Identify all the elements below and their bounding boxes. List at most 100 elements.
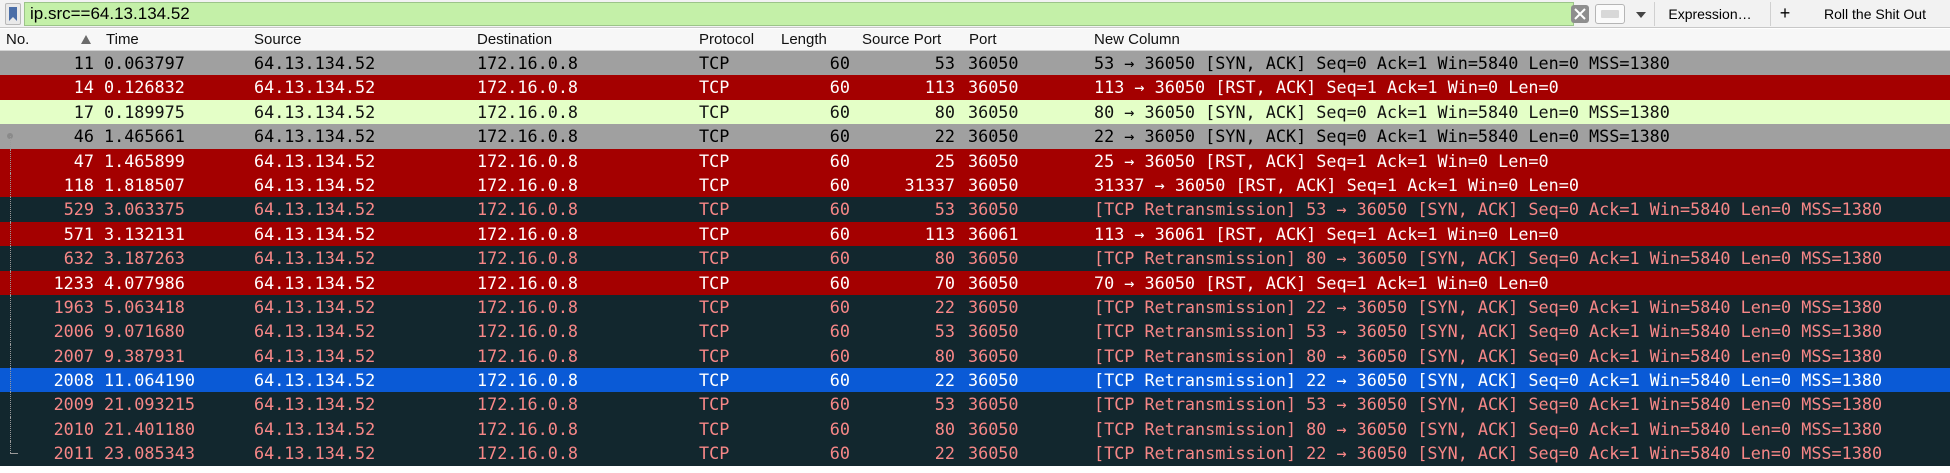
packet-protocol: TCP [699, 174, 730, 195]
packet-row[interactable]: 529 3.063375 64.13.134.52 172.16.0.8 TCP 60 53… [0, 197, 1950, 222]
packet-source-port: 80 [934, 101, 955, 122]
packet-row[interactable]: 118 1.818507 64.13.134.52 172.16.0.8 TCP 60 31… [0, 172, 1950, 198]
packet-destination: 172.16.0.8 [477, 370, 579, 391]
packet-destination: 172.16.0.8 [477, 248, 579, 269]
packet-number: 2006 [53, 321, 94, 342]
packet-source: 64.13.134.52 [254, 150, 376, 171]
packet-time: 1.465661 [104, 126, 185, 147]
column-header-new-column[interactable]: New Column [1094, 31, 1180, 48]
packet-number: 2010 [53, 418, 94, 439]
conversation-tree-marker [10, 172, 18, 198]
packet-protocol: TCP [699, 418, 730, 439]
column-header-source-port[interactable]: Source Port [862, 31, 942, 48]
packet-source-port: 53 [934, 321, 955, 342]
chevron-down-icon [1636, 12, 1646, 18]
packet-info: [TCP Retransmission] 22 → 36050 [SYN, AC… [1094, 370, 1883, 391]
packet-number: 2008 [53, 370, 94, 391]
packet-row[interactable]: 11 0.063797 64.13.134.52 172.16.0.8 TCP 60 53 3… [0, 51, 1950, 76]
packet-row[interactable]: 1963 5.063418 64.13.134.52 172.16.0.8 TCP 60 2… [0, 294, 1950, 320]
packet-number: 632 [63, 248, 94, 269]
packet-destination: 172.16.0.8 [477, 345, 579, 366]
packet-protocol: TCP [699, 345, 730, 366]
packet-info: 53 → 36050 [SYN, ACK] Seq=0 Ack=1 Win=58… [1094, 53, 1670, 73]
packet-row[interactable]: 47 1.465899 64.13.134.52 172.16.0.8 TCP 60 25 3… [0, 148, 1950, 173]
packet-row[interactable]: 1233 4.077986 64.13.134.52 172.16.0.8 TCP 60 7… [0, 270, 1950, 295]
packet-protocol: TCP [699, 296, 730, 317]
packet-source-port: 53 [934, 199, 955, 220]
clear-filter-button[interactable] [1571, 5, 1589, 23]
packet-source: 64.13.134.52 [254, 296, 376, 317]
recent-filters-dropdown[interactable] [1632, 5, 1650, 23]
packet-info: 113 → 36061 [RST, ACK] Seq=1 Ack=1 Win=0… [1094, 223, 1559, 244]
column-header-no[interactable]: No. [6, 31, 30, 48]
packet-time: 21.401180 [104, 418, 195, 439]
packet-row[interactable]: 2011 23.085343 64.13.134.52 172.16.0.8 TCP 60… [0, 441, 1950, 466]
packet-length: 60 [829, 101, 850, 122]
packet-port: 36050 [968, 174, 1019, 195]
conversation-tree-marker [10, 294, 18, 320]
column-header-destination[interactable]: Destination [477, 31, 553, 48]
packet-destination: 172.16.0.8 [477, 296, 579, 317]
packet-number: 2011 [53, 443, 94, 464]
packet-row[interactable]: 2007 9.387931 64.13.134.52 172.16.0.8 TCP 60 8… [0, 343, 1950, 369]
packet-length: 60 [829, 174, 850, 195]
packet-source-port: 31337 [904, 174, 955, 195]
close-icon [1574, 8, 1586, 20]
column-header-source[interactable]: Source [254, 31, 302, 48]
packet-source-port: 53 [934, 53, 955, 73]
packet-number: 118 [63, 174, 94, 195]
packet-time: 11.064190 [104, 370, 195, 391]
packet-protocol: TCP [699, 77, 730, 98]
apply-filter-button[interactable] [1595, 4, 1625, 24]
packet-row[interactable]: 14 0.126832 64.13.134.52 172.16.0.8 TCP 60 113… [0, 75, 1950, 100]
packet-info: [TCP Retransmission] 22 → 36050 [SYN, AC… [1094, 296, 1883, 317]
packet-list-header: No. Time Source Destination Protocol Len… [0, 29, 1950, 51]
packet-source-port: 113 [924, 223, 955, 244]
conversation-tree-marker [10, 441, 18, 465]
packet-row[interactable]: 2010 21.401180 64.13.134.52 172.16.0.8 TCP 60… [0, 416, 1950, 442]
packet-source: 64.13.134.52 [254, 321, 376, 342]
packet-port: 36061 [968, 223, 1019, 244]
packet-row[interactable]: 571 3.132131 64.13.134.52 172.16.0.8 TCP 60 11… [0, 221, 1950, 247]
packet-port: 36050 [968, 418, 1019, 439]
packet-row[interactable]: 17 0.189975 64.13.134.52 172.16.0.8 TCP 60 80 3… [0, 99, 1950, 125]
packet-info: 25 → 36050 [RST, ACK] Seq=1 Ack=1 Win=0 … [1094, 150, 1549, 171]
packet-source-port: 22 [934, 296, 955, 317]
packet-row[interactable]: 2006 9.071680 64.13.134.52 172.16.0.8 TCP 60 5… [0, 319, 1950, 344]
packet-length: 60 [829, 345, 850, 366]
packet-row[interactable]: 46 1.465661 64.13.134.52 172.16.0.8 TCP 60 22 3… [0, 124, 1950, 149]
packet-time: 23.085343 [104, 443, 195, 464]
packet-protocol: TCP [699, 370, 730, 391]
packet-length: 60 [829, 394, 850, 415]
add-filter-button[interactable]: + [1770, 2, 1799, 26]
column-header-protocol[interactable]: Protocol [699, 31, 755, 48]
packet-destination: 172.16.0.8 [477, 272, 579, 293]
custom-filter-button[interactable]: Roll the Shit Out [1824, 6, 1926, 22]
packet-source: 64.13.134.52 [254, 223, 376, 244]
packet-row[interactable]: 2009 21.093215 64.13.134.52 172.16.0.8 TCP 60… [0, 392, 1950, 417]
packet-row[interactable]: 632 3.187263 64.13.134.52 172.16.0.8 TCP 60 80… [0, 246, 1950, 271]
packet-source: 64.13.134.52 [254, 394, 376, 415]
packet-row[interactable]: 2008 11.064190 64.13.134.52 172.16.0.8 TCP 60… [0, 368, 1950, 393]
packet-number: 529 [63, 199, 94, 220]
packet-source: 64.13.134.52 [254, 418, 376, 439]
packet-source: 64.13.134.52 [254, 345, 376, 366]
column-header-time[interactable]: Time [106, 31, 139, 48]
packet-length: 60 [829, 126, 850, 147]
column-header-length[interactable]: Length [781, 31, 827, 48]
packet-port: 36050 [968, 394, 1019, 415]
packet-protocol: TCP [699, 53, 730, 73]
filter-bookmark-button[interactable] [5, 3, 21, 25]
packet-source: 64.13.134.52 [254, 126, 376, 147]
display-filter-input[interactable]: ip.src==64.13.134.52 [24, 2, 1574, 26]
expression-button[interactable]: Expression… [1654, 2, 1765, 26]
packet-port: 36050 [968, 443, 1019, 464]
packet-info: 31337 → 36050 [RST, ACK] Seq=1 Ack=1 Win… [1094, 174, 1579, 195]
packet-source-port: 80 [934, 248, 955, 269]
packet-destination: 172.16.0.8 [477, 126, 579, 147]
sort-ascending-icon [81, 35, 91, 44]
packet-info: 113 → 36050 [RST, ACK] Seq=1 Ack=1 Win=0… [1094, 77, 1559, 98]
column-header-port[interactable]: Port [969, 31, 997, 48]
conversation-tree-marker [10, 319, 18, 344]
packet-source-port: 80 [934, 418, 955, 439]
